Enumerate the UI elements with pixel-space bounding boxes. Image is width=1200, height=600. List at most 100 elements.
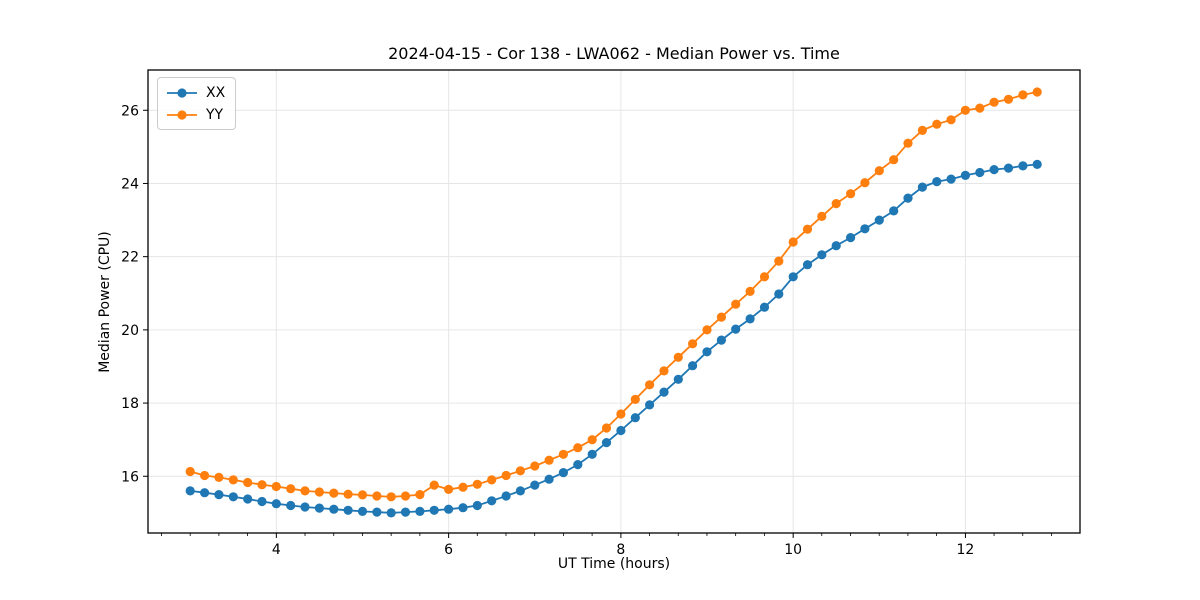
series-YY-marker [257,480,267,490]
series-XX-marker [544,474,554,484]
x-tick-label-6: 6 [444,542,453,558]
series-YY-marker [831,199,841,209]
series-XX-marker [329,504,339,514]
series-YY-marker [243,477,253,488]
series-YY-marker [616,409,626,419]
series-YY-marker [645,380,655,390]
series-YY-marker [314,487,324,497]
series-YY-marker [1003,94,1014,104]
series-XX-marker [214,490,224,500]
series-YY-marker [444,484,454,494]
series-YY-marker [472,479,482,489]
legend: XX YY [157,77,237,130]
series-YY-marker [271,481,281,492]
series-XX-marker [645,400,655,410]
series-XX-marker [774,289,784,299]
y-tick-label-18: 18 [121,396,139,412]
series-YY-marker [846,189,856,199]
series-XX-marker [716,335,727,345]
series-XX-marker [917,182,928,192]
series-XX-marker [243,494,253,504]
series-XX-marker [300,502,310,512]
series-XX-marker [831,241,841,251]
series-XX-marker [487,496,497,506]
x-tick-label-10: 10 [784,542,802,558]
series-XX-marker [731,324,741,334]
series-YY-marker [659,366,669,376]
series-YY-marker [960,105,971,115]
series-XX-marker [932,177,942,187]
x-tick-label-8: 8 [616,542,625,558]
series-YY-marker [731,299,741,309]
series-YY-marker [874,166,884,176]
series-XX-marker [386,508,396,518]
series-XX-marker [616,425,626,436]
series-XX-marker [745,314,755,324]
series-YY-marker [688,339,698,349]
series-XX-marker [630,413,640,423]
series-YY-marker [558,449,569,459]
series-YY-marker [286,484,296,494]
legend-line-marker-icon [167,109,197,120]
series-YY-marker [946,115,956,125]
series-XX-marker [228,492,238,502]
series-YY-marker [343,489,353,499]
series-XX-marker [415,506,425,516]
series-YY-marker [817,211,827,221]
series-XX-marker [788,272,798,282]
series-XX-marker [702,347,712,357]
y-tick-label-16: 16 [121,469,139,485]
series-YY-marker [587,435,597,445]
series-XX-marker [874,215,884,225]
series-XX-marker [659,387,669,397]
series-XX-marker [314,503,324,513]
series-YY-marker [745,286,755,296]
series-XX-marker [759,302,770,312]
series-XX-marker [903,193,913,203]
series-XX-line [190,163,1038,514]
series-YY-marker [702,325,712,335]
series-YY-marker [487,475,497,485]
series-XX-marker [400,507,411,517]
series-YY-marker [860,178,870,188]
series-XX-marker [530,480,540,490]
series-XX-marker [343,505,353,515]
series-XX-marker [271,499,281,509]
series-YY-marker [788,237,798,247]
series-XX-marker [257,496,267,507]
legend-item-XX: XX [166,83,225,102]
series-YY-marker [1032,87,1042,97]
series-XX-marker [975,167,985,178]
series-YY-marker [1018,90,1028,100]
series-XX-marker [200,488,210,498]
x-tick-label-4: 4 [272,542,281,558]
x-axis-label: UT Time (hours) [557,556,671,572]
legend-line-marker-icon [167,87,197,98]
series-YY-marker [357,490,368,500]
legend-label: XX [206,84,226,101]
series-YY-marker [932,119,942,129]
series-YY-marker [716,312,727,322]
series-XX-marker [860,224,870,234]
series-XX-marker [946,174,956,184]
series-XX-marker [458,503,468,513]
series-XX-marker [472,500,482,511]
series-XX-marker [185,486,195,496]
series-XX-marker [573,460,583,470]
series-XX-marker [688,361,698,371]
series-XX-marker [286,500,296,511]
series-XX-marker [960,170,971,180]
series-XX-marker [1018,161,1028,171]
series-YY-marker [515,466,526,476]
series-YY-marker [759,272,770,282]
series-YY-marker [917,125,928,135]
series-YY-marker [989,97,999,107]
series-XX-marker [1003,163,1014,173]
series-XX-marker [1032,159,1042,169]
series-XX-marker [429,505,439,515]
series-YY-marker [386,492,396,502]
series-YY-marker [228,475,238,485]
series-YY-marker [601,423,612,433]
